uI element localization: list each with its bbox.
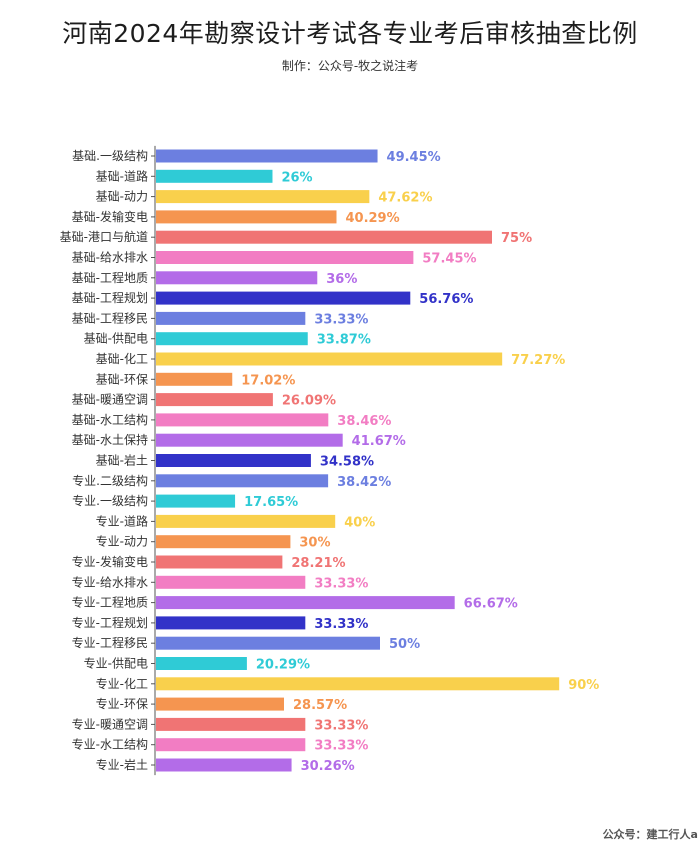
bar [156, 433, 343, 447]
category-label: 基础-给水排水 [72, 251, 148, 265]
value-label: 36% [326, 272, 357, 287]
value-label: 30.26% [301, 759, 355, 774]
category-label: 专业.一级结构 [72, 493, 148, 508]
bar [156, 657, 247, 670]
value-label: 38.46% [337, 414, 391, 429]
chart-title: 河南2024年勘察设计考试各专业考后审核抽查比例 [62, 19, 638, 48]
value-label: 75% [501, 231, 532, 246]
bar [156, 332, 308, 346]
bar [156, 738, 306, 752]
value-label: 17.02% [241, 373, 295, 388]
bar [156, 636, 380, 650]
value-label: 26.09% [282, 394, 336, 409]
category-label: 专业-发输变电 [72, 554, 148, 569]
category-label: 专业.二级结构 [72, 473, 148, 488]
chart-subtitle: 制作：公众号-牧之说注考 [281, 59, 419, 73]
bar [156, 474, 329, 488]
bar [156, 717, 306, 731]
category-label: 基础-工程规划 [72, 290, 148, 305]
value-label: 66.67% [464, 597, 518, 612]
bar [156, 413, 329, 427]
value-label: 28.21% [291, 556, 345, 571]
bar [156, 677, 560, 691]
category-label: 专业-工程移民 [72, 635, 148, 650]
category-label: 基础-工程移民 [72, 310, 148, 325]
value-label: 26% [281, 170, 312, 185]
bar [156, 535, 291, 549]
bar [156, 210, 337, 224]
category-label: 专业-工程规划 [72, 615, 148, 630]
value-label: 57.45% [422, 252, 476, 267]
value-label: 33.87% [317, 333, 371, 348]
bar [156, 575, 306, 589]
footer-watermark: 公众号：建工行人a [602, 828, 698, 841]
category-label: 专业-供配电 [84, 656, 148, 671]
value-label: 38.42% [337, 475, 391, 490]
value-label: 33.33% [314, 576, 368, 591]
bar [156, 596, 455, 610]
value-label: 40% [344, 515, 375, 530]
category-label: 专业-环保 [96, 696, 148, 711]
category-label: 基础-供配电 [84, 332, 148, 346]
category-label: 基础-岩土 [96, 453, 148, 468]
bar [156, 271, 318, 285]
bar [156, 169, 273, 183]
value-label: 28.57% [293, 698, 347, 713]
bar [156, 291, 411, 305]
value-label: 47.62% [378, 191, 432, 206]
value-label: 41.67% [352, 434, 406, 449]
value-label: 20.29% [256, 658, 310, 673]
value-label: 33.33% [314, 617, 368, 632]
bar [156, 393, 273, 407]
bar [156, 149, 378, 163]
category-label: 基础-工程地质 [72, 270, 148, 285]
value-label: 34.58% [320, 455, 374, 470]
category-label: 专业-岩土 [96, 757, 148, 772]
category-label: 专业-水工结构 [72, 737, 148, 752]
category-label: 专业-暖通空调 [72, 716, 148, 731]
value-label: 40.29% [345, 211, 399, 226]
bar [156, 555, 283, 569]
value-label: 49.45% [387, 150, 441, 165]
value-label: 77.27% [511, 353, 565, 368]
category-label: 专业-动力 [96, 534, 148, 549]
bar [156, 454, 311, 467]
category-label: 专业-化工 [96, 676, 148, 691]
value-label: 90% [568, 678, 599, 693]
value-label: 56.76% [419, 292, 473, 307]
bar [156, 311, 306, 325]
bar [156, 190, 370, 204]
bar [156, 230, 492, 244]
bar [156, 251, 414, 264]
bar [156, 494, 236, 508]
value-label: 33.33% [314, 739, 368, 754]
bar [156, 372, 233, 386]
value-label: 30% [299, 536, 330, 551]
category-label: 基础-发输变电 [72, 209, 148, 224]
category-label: 专业-工程地质 [72, 595, 148, 610]
value-label: 50% [389, 637, 420, 652]
bar [156, 697, 284, 711]
bar [156, 616, 306, 630]
category-label: 基础-港口与航道 [60, 229, 148, 244]
category-label: 专业-道路 [96, 513, 148, 528]
category-label: 基础-水土保持 [72, 432, 148, 447]
category-label: 基础-水工结构 [72, 412, 148, 427]
value-label: 33.33% [314, 718, 368, 733]
category-label: 基础-环保 [96, 372, 148, 386]
category-label: 基础-动力 [96, 190, 148, 204]
category-label: 基础-道路 [96, 168, 148, 183]
category-label: 专业-给水排水 [72, 574, 148, 589]
category-label: 基础.一级结构 [72, 148, 148, 163]
category-label: 基础-化工 [96, 352, 148, 366]
value-label: 33.33% [314, 312, 368, 327]
bar [156, 352, 503, 366]
bar [156, 758, 292, 772]
category-label: 基础-暖通空调 [72, 393, 148, 407]
value-label: 17.65% [244, 495, 298, 510]
bar [156, 514, 336, 528]
